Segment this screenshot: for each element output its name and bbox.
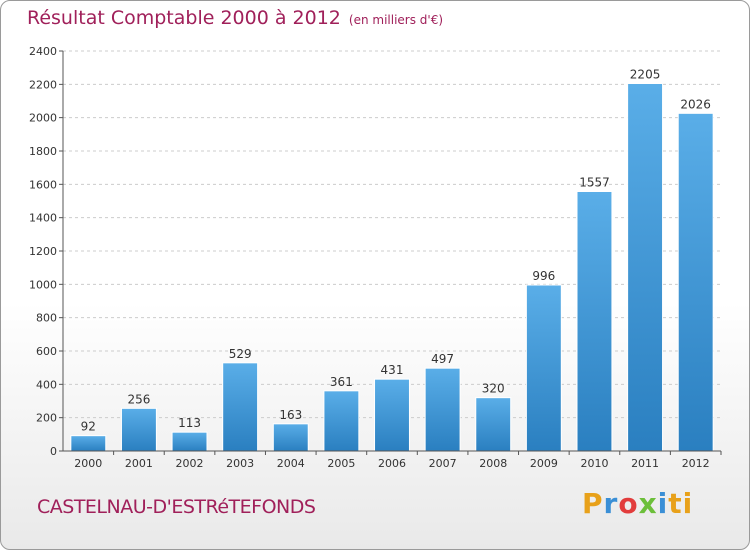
bar: [576, 191, 613, 452]
logo-letter: i: [657, 487, 669, 520]
data-label: 256: [127, 392, 150, 406]
data-label: 996: [532, 269, 555, 283]
y-tick-label: 2000: [29, 112, 57, 125]
bar: [525, 284, 562, 452]
x-tick-label: 2006: [378, 457, 406, 470]
x-tick-label: 2002: [176, 457, 204, 470]
logo-letter: r: [603, 487, 619, 520]
chart-title: Résultat Comptable 2000 à 2012 (en millie…: [27, 7, 443, 29]
y-tick-label: 200: [36, 412, 57, 425]
y-tick-label: 1600: [29, 178, 57, 191]
chart-title-text: Résultat Comptable 2000 à 2012: [27, 7, 341, 29]
x-tick-label: 2001: [125, 457, 153, 470]
y-tick-label: 1400: [29, 212, 57, 225]
data-label: 1557: [579, 176, 610, 190]
bar: [627, 83, 664, 452]
bar: [171, 431, 208, 452]
x-tick-label: 2007: [429, 457, 457, 470]
bar: [222, 362, 259, 452]
data-label: 361: [330, 375, 353, 389]
x-tick-label: 2008: [479, 457, 507, 470]
x-tick-label: 2009: [530, 457, 558, 470]
bar-chart: 92 256 113 529 163 361 431 497 320 996 1557 2205 202…: [29, 45, 722, 470]
y-tick-label: 1800: [29, 145, 57, 158]
x-tick-label: 2010: [580, 457, 608, 470]
y-tick-label: 1200: [29, 245, 57, 258]
commune-name: CASTELNAU-D'ESTRéTEFONDS: [37, 496, 316, 518]
bar: [374, 378, 410, 452]
y-tick-label: 1000: [29, 278, 57, 291]
data-label: 431: [381, 363, 404, 377]
data-label: 497: [431, 352, 454, 366]
logo-letter: x: [638, 487, 658, 520]
data-label: 529: [229, 347, 252, 361]
y-tick-label: 2400: [29, 45, 57, 58]
logo-letter: t: [668, 487, 683, 520]
data-label: 92: [81, 420, 96, 434]
bar: [120, 407, 157, 452]
y-tick-label: 600: [36, 345, 57, 358]
x-tick-label: 2012: [682, 457, 710, 470]
proxiti-logo: Proxiti: [582, 487, 693, 520]
data-label: 320: [482, 382, 505, 396]
data-label: 113: [178, 416, 201, 430]
bar: [424, 367, 461, 452]
data-labels: 92 256 113 529 163 361 431 497 320 996 1557 2205 202…: [81, 68, 711, 434]
x-tick-label: 2004: [277, 457, 305, 470]
logo-letter: i: [682, 487, 694, 520]
logo-letter: P: [582, 487, 604, 520]
axes: 0 200 400 600 800 1000 1200 1400 1600 1800 2000 220…: [29, 45, 722, 470]
bar: [272, 423, 309, 452]
y-tick-label: 0: [50, 445, 57, 458]
y-tick-label: 2200: [29, 78, 57, 91]
bar: [323, 390, 360, 452]
bar: [70, 435, 107, 452]
data-label: 163: [279, 408, 302, 422]
x-tick-label: 2011: [631, 457, 659, 470]
chart-subtitle: (en milliers d'€): [348, 13, 444, 27]
logo-letter: o: [618, 487, 639, 520]
x-tick-label: 2005: [327, 457, 355, 470]
data-label: 2205: [630, 68, 661, 82]
x-tick-label: 2000: [74, 457, 102, 470]
x-tick-label: 2003: [226, 457, 254, 470]
bar: [475, 397, 512, 452]
data-label: 2026: [680, 97, 711, 111]
bars: [70, 83, 714, 452]
bar: [677, 112, 714, 452]
y-tick-label: 800: [36, 312, 57, 325]
y-tick-label: 400: [36, 378, 57, 391]
